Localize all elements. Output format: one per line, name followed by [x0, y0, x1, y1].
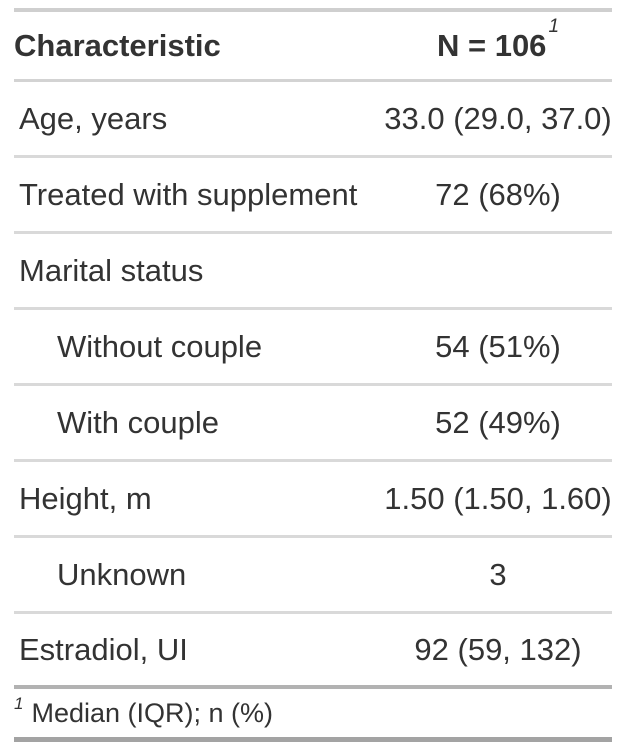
row-label: Unknown — [57, 556, 187, 592]
row-label: Estradiol, UI — [19, 631, 188, 667]
table-row: Unknown 3 — [14, 538, 612, 614]
table-row: Without couple 54 (51%) — [14, 310, 612, 386]
row-label: With couple — [57, 404, 219, 440]
column-header-n: N = 1061 — [384, 17, 612, 64]
row-value: 1.50 (1.50, 1.60) — [384, 480, 612, 516]
footnote-mark: 1 — [548, 16, 560, 38]
row-label: Without couple — [57, 328, 263, 364]
table-header-row: Characteristic N = 1061 — [14, 12, 612, 82]
table-row: Marital status — [14, 234, 612, 310]
table-row: Age, years 33.0 (29.0, 37.0) — [14, 82, 612, 158]
table-footnote: 1 Median (IQR); n (%) — [14, 685, 612, 737]
row-label: Height, m — [19, 480, 152, 516]
column-header-label: Characteristic — [14, 27, 221, 63]
row-value: 54 (51%) — [435, 328, 561, 364]
column-header-characteristic: Characteristic — [14, 28, 384, 64]
footnote-text: Median (IQR); n (%) — [31, 697, 274, 728]
row-value: 3 — [489, 556, 507, 592]
summary-table: Characteristic N = 1061 Age, years 33.0 … — [14, 8, 612, 742]
row-value: 33.0 (29.0, 37.0) — [384, 100, 612, 136]
table-row: With couple 52 (49%) — [14, 386, 612, 462]
row-label: Marital status — [19, 252, 204, 288]
row-label: Age, years — [19, 100, 168, 136]
table-row: Estradiol, UI 92 (59, 132) — [14, 614, 612, 685]
row-value: 72 (68%) — [435, 176, 561, 212]
table-row: Treated with supplement 72 (68%) — [14, 158, 612, 234]
row-label: Treated with supplement — [19, 176, 358, 212]
table-row: Height, m 1.50 (1.50, 1.60) — [14, 462, 612, 538]
row-value: 52 (49%) — [435, 404, 561, 440]
column-header-label: N = 106 — [436, 27, 547, 63]
row-value: 92 (59, 132) — [414, 631, 582, 667]
